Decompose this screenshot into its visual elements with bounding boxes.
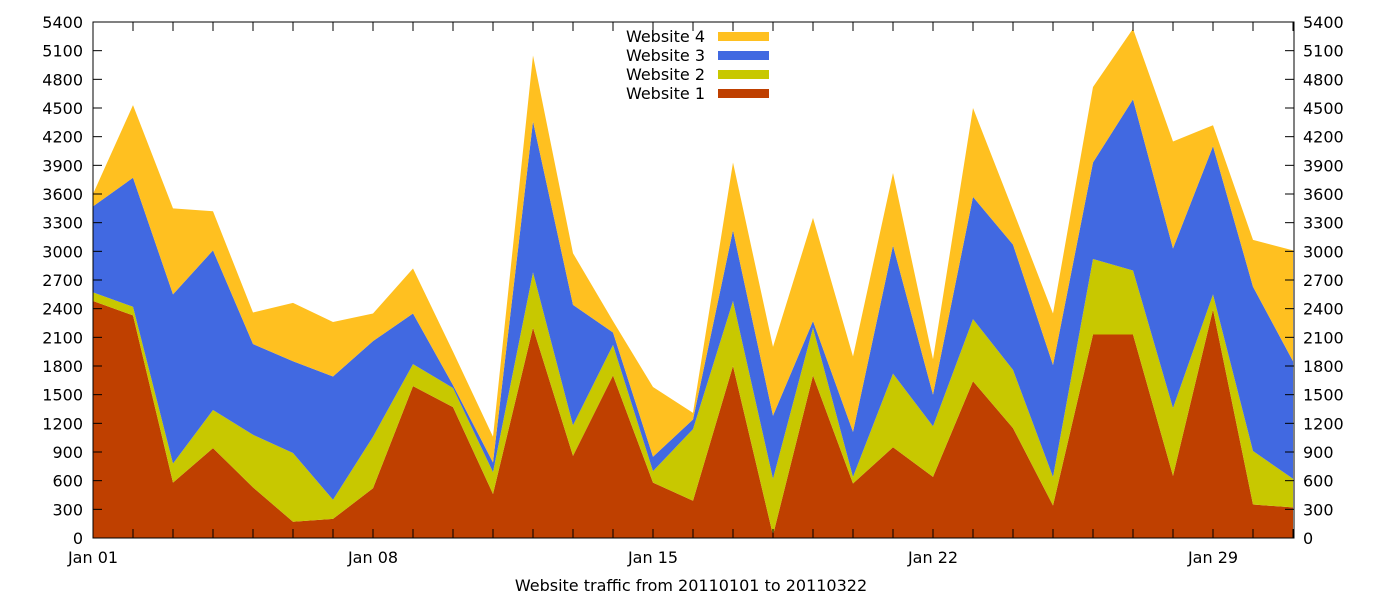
y-tick-label-left: 4500 [42, 99, 83, 118]
y-tick-label-left: 0 [73, 529, 83, 548]
y-tick-label-right: 4500 [1303, 99, 1344, 118]
x-axis-label: Website traffic from 20110101 to 2011032… [515, 576, 867, 595]
x-tick-label: Jan 29 [1187, 548, 1238, 567]
y-tick-label-right: 1200 [1303, 414, 1344, 433]
y-tick-label-right: 900 [1303, 443, 1334, 462]
area-layer [93, 28, 1293, 538]
x-tick-label: Jan 08 [347, 548, 398, 567]
y-tick-label-right: 2700 [1303, 271, 1344, 290]
x-tick-label: Jan 15 [627, 548, 678, 567]
legend-swatch [718, 32, 769, 41]
y-tick-label-right: 4200 [1303, 128, 1344, 147]
y-tick-label-right: 600 [1303, 472, 1334, 491]
y-tick-label-right: 5100 [1303, 42, 1344, 61]
y-tick-label-right: 4800 [1303, 70, 1344, 89]
y-tick-label-right: 3900 [1303, 156, 1344, 175]
x-tick-label: Jan 22 [907, 548, 958, 567]
y-tick-label-left: 1500 [42, 386, 83, 405]
y-tick-label-left: 4800 [42, 70, 83, 89]
y-tick-label-left: 3300 [42, 214, 83, 233]
y-tick-label-left: 900 [52, 443, 83, 462]
legend-swatch [718, 51, 769, 60]
legend-label: Website 1 [626, 84, 705, 103]
y-tick-label-left: 2100 [42, 328, 83, 347]
y-tick-label-left: 4200 [42, 128, 83, 147]
y-tick-label-right: 2400 [1303, 300, 1344, 319]
legend-label: Website 3 [626, 46, 705, 65]
y-tick-label-right: 1500 [1303, 386, 1344, 405]
y-tick-label-left: 5400 [42, 13, 83, 32]
area-website-3 [93, 99, 1293, 500]
area-website-1 [93, 301, 1293, 538]
y-tick-label-left: 2700 [42, 271, 83, 290]
y-tick-label-right: 3000 [1303, 242, 1344, 261]
y-tick-label-right: 2100 [1303, 328, 1344, 347]
legend-swatch [718, 70, 769, 79]
area-website-2 [93, 258, 1293, 536]
y-tick-label-right: 3600 [1303, 185, 1344, 204]
y-tick-label-left: 2400 [42, 300, 83, 319]
y-tick-label-left: 3000 [42, 242, 83, 261]
legend-label: Website 2 [626, 65, 705, 84]
y-tick-label-right: 0 [1303, 529, 1313, 548]
y-tick-label-right: 300 [1303, 500, 1334, 519]
y-tick-label-left: 600 [52, 472, 83, 491]
axes: 0 0 300 300 600 600 900 900 1200 1200 1500 1500 1800… [42, 13, 1343, 567]
y-tick-label-left: 1800 [42, 357, 83, 376]
y-tick-label-left: 5100 [42, 42, 83, 61]
y-tick-label-left: 1200 [42, 414, 83, 433]
legend-label: Website 4 [626, 27, 705, 46]
y-tick-label-right: 5400 [1303, 13, 1344, 32]
y-tick-label-right: 3300 [1303, 214, 1344, 233]
y-tick-label-left: 300 [52, 500, 83, 519]
y-tick-label-left: 3600 [42, 185, 83, 204]
x-tick-label: Jan 01 [67, 548, 118, 567]
y-tick-label-right: 1800 [1303, 357, 1344, 376]
legend-swatch [718, 89, 769, 98]
y-tick-label-left: 3900 [42, 156, 83, 175]
